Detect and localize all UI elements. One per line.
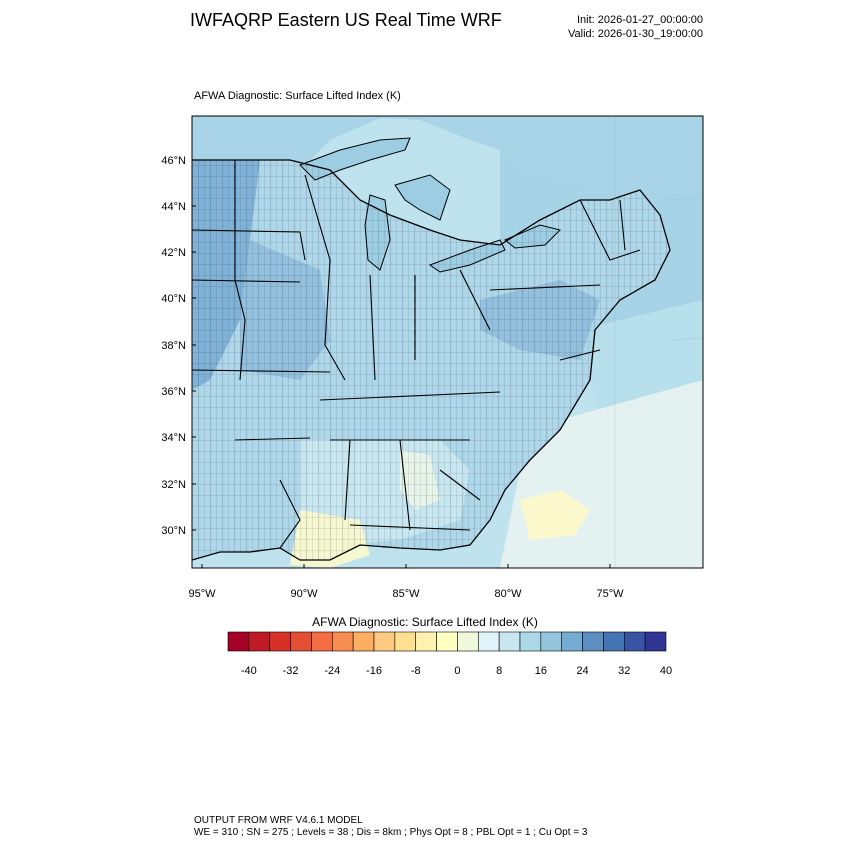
lat-label: 40°N — [161, 293, 186, 305]
colorbar-swatch — [331, 631, 354, 652]
colorbar-swatch — [248, 631, 271, 652]
colorbar-swatch — [603, 631, 625, 652]
lat-label: 30°N — [161, 525, 186, 537]
latitude-axis: 46°N 44°N 42°N 40°N 38°N 36°N 34°N 32°N 30°N — [161, 155, 196, 537]
colorbar-swatch — [582, 631, 604, 652]
colorbar-swatch — [436, 631, 458, 652]
lat-label: 34°N — [161, 432, 186, 444]
colorbar-swatch — [561, 631, 583, 652]
colorbar-swatch — [519, 631, 542, 652]
lon-label: 90°W — [290, 588, 318, 600]
colorbar — [227, 631, 667, 652]
lat-label: 42°N — [161, 247, 186, 259]
valid-time: Valid: 2026-01-30_19:00:00 — [568, 28, 703, 40]
colorbar-swatch — [623, 631, 646, 652]
colorbar-tick-label: 16 — [535, 665, 547, 677]
longitude-axis: 95°W 90°W 85°W 80°W 75°W — [188, 564, 624, 600]
colorbar-tick-label: 32 — [618, 665, 630, 677]
colorbar-swatch — [498, 631, 521, 652]
colorbar-swatch — [290, 631, 312, 652]
map-subtitle: AFWA Diagnostic: Surface Lifted Index (K… — [194, 90, 401, 102]
colorbar-tick-label: -24 — [324, 665, 340, 677]
colorbar-tick-label: -8 — [411, 665, 421, 677]
lat-label: 36°N — [161, 386, 186, 398]
map-area — [192, 116, 703, 568]
model-version: OUTPUT FROM WRF V4.6.1 MODEL — [194, 815, 363, 826]
colorbar-tick-labels: -40 -32 -24 -16 -8 0 8 16 24 32 40 — [241, 665, 672, 677]
time-info: Init: 2026-01-27_00:00:00 Valid: 2026-01… — [568, 13, 703, 41]
colorbar-swatch — [457, 631, 479, 652]
model-config: WE = 310 ; SN = 275 ; Levels = 38 ; Dis … — [194, 827, 588, 838]
model-info: OUTPUT FROM WRF V4.6.1 MODEL WE = 310 ; … — [194, 815, 587, 839]
colorbar-swatch — [477, 631, 500, 652]
lon-label: 75°W — [596, 588, 624, 600]
plot-title: IWFAQRP Eastern US Real Time WRF — [190, 10, 502, 30]
lon-label: 80°W — [494, 588, 522, 600]
lat-label: 38°N — [161, 340, 186, 352]
lat-label: 46°N — [161, 155, 186, 167]
colorbar-swatch — [373, 631, 396, 652]
colorbar-tick-label: -32 — [283, 665, 299, 677]
colorbar-swatch — [227, 631, 250, 652]
colorbar-title: AFWA Diagnostic: Surface Lifted Index (K… — [312, 615, 538, 629]
init-time: Init: 2026-01-27_00:00:00 — [577, 14, 703, 26]
colorbar-tick-label: 8 — [496, 665, 502, 677]
colorbar-swatch — [540, 631, 563, 652]
colorbar-tick-label: 40 — [660, 665, 672, 677]
state-borders — [192, 160, 641, 549]
colorbar-tick-label: 0 — [454, 665, 460, 677]
map-frame — [191, 115, 704, 569]
colorbar-swatch — [415, 631, 437, 652]
colorbar-tick-label: 24 — [576, 665, 588, 677]
colorbar-swatch — [352, 631, 375, 652]
colorbar-swatch — [644, 631, 667, 652]
colorbar-tick-label: -16 — [366, 665, 382, 677]
lat-label: 32°N — [161, 479, 186, 491]
lon-label: 85°W — [392, 588, 420, 600]
colorbar-swatch — [394, 631, 417, 652]
colorbar-swatch — [269, 631, 291, 652]
lat-label: 44°N — [161, 201, 186, 213]
lon-label: 95°W — [188, 588, 216, 600]
colorbar-tick-label: -40 — [241, 665, 257, 677]
colorbar-swatch — [311, 631, 333, 652]
graticule — [614, 116, 703, 568]
